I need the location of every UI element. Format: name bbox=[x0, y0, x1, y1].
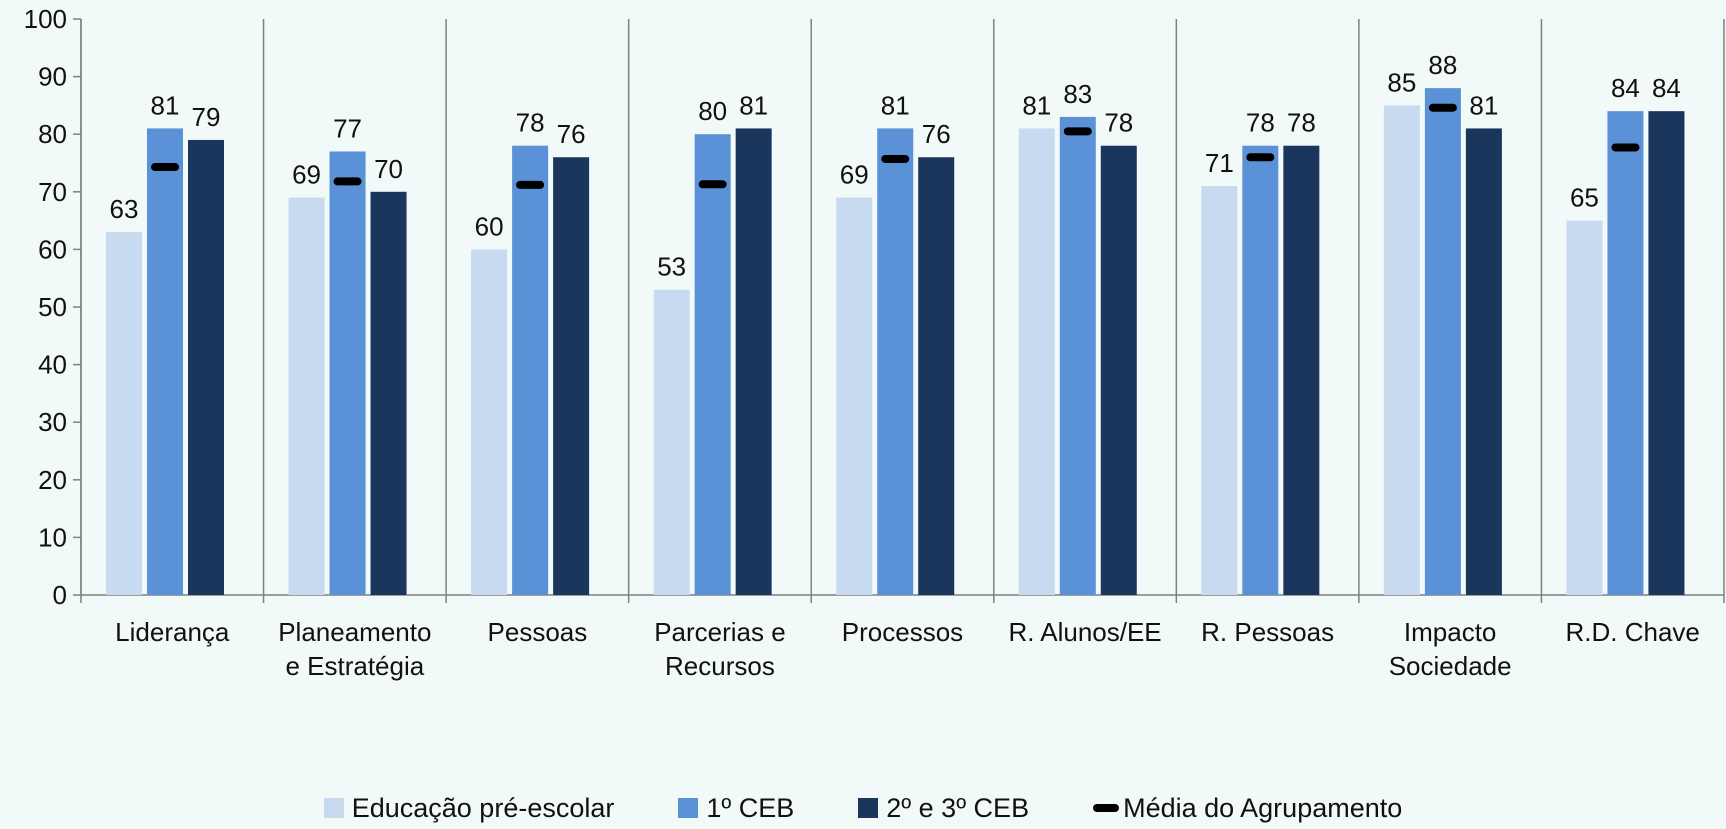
data-label-1-ceb: 78 bbox=[1246, 108, 1275, 138]
data-label-pre-escolar: 69 bbox=[292, 160, 321, 190]
bar-2-3-ceb bbox=[370, 191, 407, 596]
data-label-2-3-ceb: 76 bbox=[922, 119, 951, 149]
data-label-pre-escolar: 60 bbox=[475, 211, 504, 241]
data-label-pre-escolar: 85 bbox=[1387, 67, 1416, 97]
data-label-pre-escolar: 53 bbox=[657, 252, 686, 282]
y-tick-label: 70 bbox=[38, 177, 67, 207]
legend-item-pre-escolar: Educação pré-escolar bbox=[323, 792, 615, 824]
bar-pre-escolar bbox=[1201, 186, 1238, 596]
data-label-pre-escolar: 81 bbox=[1022, 90, 1051, 120]
legend-swatch-pre-escolar bbox=[323, 798, 344, 818]
bar-1-ceb bbox=[329, 151, 366, 596]
bar-pre-escolar bbox=[1018, 128, 1055, 595]
x-category-label: Sociedade bbox=[1389, 651, 1512, 681]
data-label-1-ceb: 81 bbox=[881, 90, 910, 120]
y-tick-label: 40 bbox=[38, 350, 67, 380]
x-category-label: Impacto bbox=[1404, 617, 1497, 647]
bar-1-ceb bbox=[512, 145, 549, 595]
x-category-label: Processos bbox=[842, 617, 963, 647]
y-tick-label: 0 bbox=[53, 580, 67, 610]
y-tick-label: 10 bbox=[38, 522, 67, 552]
data-label-1-ceb: 78 bbox=[516, 108, 545, 138]
bar-2-3-ceb bbox=[188, 139, 224, 595]
y-tick-label: 100 bbox=[24, 4, 67, 34]
data-label-2-3-ceb: 78 bbox=[1104, 108, 1133, 138]
bar-2-3-ceb bbox=[918, 157, 955, 596]
bar-pre-escolar bbox=[653, 289, 690, 595]
data-label-pre-escolar: 65 bbox=[1570, 183, 1599, 213]
bar-pre-escolar bbox=[288, 197, 325, 595]
x-category-label: Recursos bbox=[665, 651, 775, 681]
bar-1-ceb bbox=[877, 128, 914, 595]
y-tick-label: 80 bbox=[38, 119, 67, 149]
data-label-2-3-ceb: 76 bbox=[557, 119, 586, 149]
data-label-1-ceb: 83 bbox=[1063, 79, 1092, 109]
data-label-2-3-ceb: 81 bbox=[1469, 90, 1498, 120]
legend-label-pre-escolar: Educação pré-escolar bbox=[351, 792, 615, 823]
data-label-1-ceb: 84 bbox=[1611, 73, 1640, 103]
bar-2-3-ceb bbox=[1465, 128, 1502, 595]
legend-item-2-3-ceb: 2º e 3º CEB bbox=[858, 793, 1029, 824]
data-label-2-3-ceb: 79 bbox=[192, 102, 221, 132]
legend-label-media: Média do Agrupamento bbox=[1123, 792, 1403, 823]
x-category-label: Pessoas bbox=[488, 617, 588, 647]
data-label-2-3-ceb: 70 bbox=[374, 154, 403, 184]
bar-pre-escolar bbox=[836, 197, 873, 595]
data-label-pre-escolar: 69 bbox=[840, 160, 869, 190]
legend-item-media: Média do Agrupamento bbox=[1093, 793, 1402, 824]
data-label-2-3-ceb: 81 bbox=[739, 90, 768, 120]
legend-label-1-ceb: 1º CEB bbox=[706, 792, 795, 823]
y-tick-label: 90 bbox=[38, 62, 67, 92]
legend: Educação pré-escolar 1º CEB 2º e 3º CEB … bbox=[0, 790, 1726, 826]
legend-label-2-3-ceb: 2º e 3º CEB bbox=[886, 792, 1030, 823]
bar-2-3-ceb bbox=[1283, 145, 1320, 595]
x-category-label: Liderança bbox=[115, 617, 230, 647]
x-category-label: Parcerias e bbox=[654, 617, 786, 647]
bar-pre-escolar bbox=[1566, 220, 1603, 595]
bar-1-ceb bbox=[1059, 116, 1096, 596]
bar-pre-escolar bbox=[106, 232, 142, 595]
bar-pre-escolar bbox=[471, 249, 508, 595]
x-category-label: e Estratégia bbox=[285, 651, 424, 681]
data-label-1-ceb: 81 bbox=[151, 90, 180, 120]
data-label-1-ceb: 77 bbox=[333, 113, 362, 143]
bar-1-ceb bbox=[147, 128, 183, 595]
bar-2-3-ceb bbox=[553, 157, 590, 596]
bar-1-ceb bbox=[1242, 145, 1279, 595]
y-tick-label: 30 bbox=[38, 407, 67, 437]
data-label-pre-escolar: 71 bbox=[1205, 148, 1234, 178]
x-category-label: R. Alunos/EE bbox=[1008, 617, 1161, 647]
data-label-2-3-ceb: 78 bbox=[1287, 108, 1316, 138]
bar-1-ceb bbox=[1424, 88, 1461, 596]
y-tick-label: 50 bbox=[38, 292, 67, 322]
data-label-1-ceb: 88 bbox=[1428, 50, 1457, 80]
data-label-1-ceb: 80 bbox=[698, 96, 727, 126]
data-label-pre-escolar: 63 bbox=[110, 194, 139, 224]
y-tick-label: 20 bbox=[38, 465, 67, 495]
bar-1-ceb bbox=[1607, 111, 1644, 595]
legend-swatch-2-3-ceb bbox=[858, 798, 879, 818]
y-tick-label: 60 bbox=[38, 234, 67, 264]
legend-swatch-media bbox=[1093, 804, 1120, 812]
bar-chart: 0 10 20 30 40 50 60 70 80 90 100 63 81 79 Liderança 69 7… bbox=[24, 4, 1725, 681]
bar-2-3-ceb bbox=[1648, 111, 1685, 595]
bar-pre-escolar bbox=[1383, 105, 1420, 596]
legend-item-1-ceb: 1º CEB bbox=[678, 793, 794, 824]
bar-1-ceb bbox=[694, 134, 731, 595]
bar-2-3-ceb bbox=[735, 128, 772, 595]
x-category-label: R. Pessoas bbox=[1201, 617, 1334, 647]
legend-swatch-1-ceb bbox=[678, 798, 699, 818]
data-label-2-3-ceb: 84 bbox=[1652, 73, 1681, 103]
x-category-label: R.D. Chave bbox=[1566, 617, 1700, 647]
bar-2-3-ceb bbox=[1100, 145, 1137, 595]
x-category-label: Planeamento bbox=[278, 617, 431, 647]
